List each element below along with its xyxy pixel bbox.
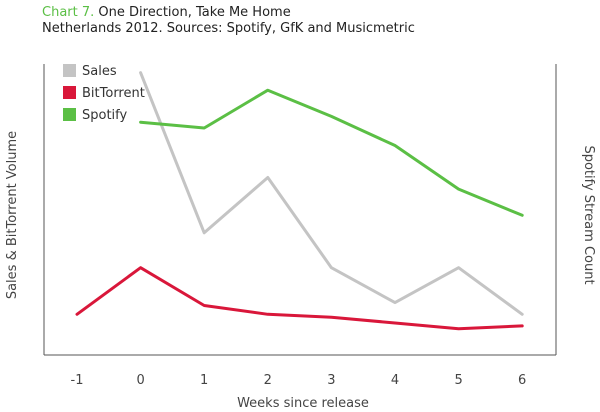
legend-swatch-bittorrent: [63, 86, 76, 99]
axes: [43, 64, 557, 356]
y-axis-label-right: Spotify Stream Count: [581, 145, 596, 284]
legend: Sales BitTorrent Spotify: [63, 64, 145, 123]
legend-label-sales: Sales: [82, 64, 117, 79]
series-line-sales: [139, 71, 524, 316]
series-line-bittorrent: [75, 266, 524, 331]
x-tick-label: -1: [71, 373, 84, 388]
x-tick-label: 6: [518, 373, 526, 388]
legend-swatch-spotify: [63, 108, 76, 121]
legend-label-spotify: Spotify: [82, 108, 128, 123]
x-tick-label: 1: [200, 373, 208, 388]
chart-heading: Chart 7. One Direction, Take Me Home: [42, 5, 291, 21]
chart-subtitle: Netherlands 2012. Sources: Spotify, GfK …: [42, 21, 415, 36]
legend-label-bittorrent: BitTorrent: [82, 86, 145, 101]
x-tick-label: 0: [136, 373, 144, 388]
x-tick-label: 5: [454, 373, 462, 388]
y-axis-label-left: Sales & BitTorrent Volume: [5, 131, 20, 299]
x-tick-label: 4: [391, 373, 399, 388]
series-layer: [75, 71, 524, 331]
legend-swatch-sales: [63, 64, 76, 77]
x-ticks: -1 0 1 2 3 4 5 6: [71, 373, 527, 388]
x-axis-label: Weeks since release: [237, 396, 369, 411]
x-tick-label: 3: [327, 373, 335, 388]
series-line-spotify: [139, 88, 524, 217]
chart-title: One Direction, Take Me Home: [98, 5, 291, 20]
chart-number: Chart 7.: [42, 5, 95, 20]
x-tick-label: 2: [264, 373, 272, 388]
